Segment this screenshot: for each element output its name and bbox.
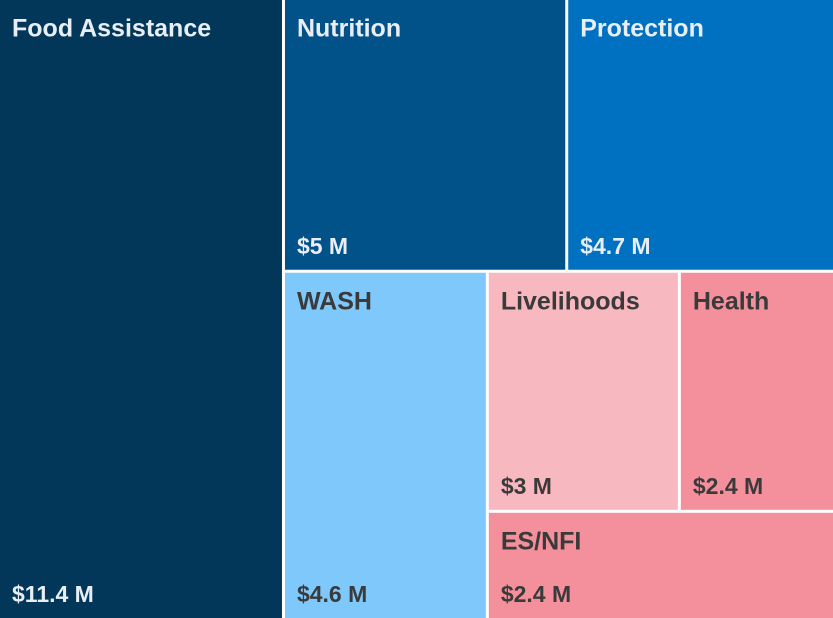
tile-label: Protection xyxy=(580,15,704,43)
value-label: $11.4 M xyxy=(12,581,94,607)
tile-label: Food Assistance xyxy=(12,15,211,43)
tile-label: Health xyxy=(693,287,769,315)
value-label: $4.7 M xyxy=(580,233,650,259)
tile xyxy=(0,0,282,618)
tile xyxy=(568,0,833,270)
tile-label: ES/NFI xyxy=(501,527,582,555)
tile-label: Livelihoods xyxy=(501,287,640,315)
tile-label: WASH xyxy=(297,287,372,315)
tile xyxy=(284,272,486,618)
value-label: $5 M xyxy=(297,233,348,259)
tile xyxy=(284,0,566,270)
value-label: $2.4 M xyxy=(693,473,763,499)
tile-label: Nutrition xyxy=(297,15,401,43)
value-label: $4.6 M xyxy=(297,581,367,607)
value-label: $2.4 M xyxy=(501,581,571,607)
value-label: $3 M xyxy=(501,473,552,499)
tile xyxy=(488,512,833,618)
tile xyxy=(488,272,678,510)
tile xyxy=(680,272,833,510)
